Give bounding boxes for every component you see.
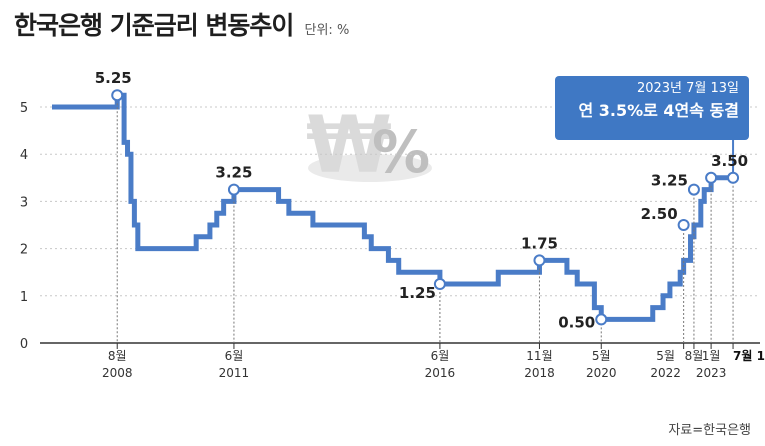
point-marker bbox=[687, 183, 700, 196]
x-date-label: 1월 bbox=[702, 349, 721, 363]
x-year-label: 2020 bbox=[586, 366, 617, 380]
callout-text: 연 3.5%로 4연속 동결 bbox=[578, 101, 739, 120]
point-marker bbox=[705, 171, 718, 184]
x-date-label: 5월 bbox=[592, 349, 611, 363]
x-year-label: 2018 bbox=[524, 366, 555, 380]
x-year-label: 2011 bbox=[219, 366, 250, 380]
point-marker bbox=[111, 89, 124, 102]
callout-box: 2023년 7월 13일 연 3.5%로 4연속 동결 bbox=[555, 76, 749, 140]
y-tick-label: 3 bbox=[20, 195, 28, 210]
x-date-label: 6월 bbox=[431, 349, 450, 363]
point-marker bbox=[433, 278, 446, 290]
svg-text:₩: ₩ bbox=[306, 101, 392, 191]
x-date-label: 5월 bbox=[656, 349, 675, 363]
x-date-label: 8월 bbox=[108, 349, 127, 363]
x-year-label: 2016 bbox=[425, 366, 456, 380]
value-label: 0.50 bbox=[558, 313, 595, 331]
x-year-label: 2023 bbox=[696, 366, 727, 380]
y-tick-label: 0 bbox=[20, 337, 28, 352]
x-date-label: 11월 bbox=[526, 349, 552, 363]
chart-title: 한국은행 기준금리 변동추이 bbox=[14, 11, 294, 40]
won-percent-illustration: ₩ % bbox=[306, 101, 432, 191]
unit-label: 단위: % bbox=[304, 23, 350, 38]
x-date-label: 6월 bbox=[225, 349, 244, 363]
y-tick-label: 1 bbox=[20, 290, 28, 305]
x-year-label: 2022 bbox=[650, 366, 681, 380]
value-label: 5.25 bbox=[95, 69, 132, 87]
value-label: 1.75 bbox=[521, 234, 558, 252]
point-marker bbox=[677, 219, 690, 231]
x-date-label: 8월 bbox=[685, 349, 704, 363]
point-marker bbox=[533, 254, 546, 267]
chart-title-group: 한국은행 기준금리 변동추이 단위: % bbox=[14, 6, 349, 42]
point-marker bbox=[595, 313, 608, 326]
point-marker bbox=[727, 171, 740, 184]
source-note: 자료=한국은행 bbox=[668, 423, 751, 438]
value-label: 1.25 bbox=[399, 284, 436, 302]
value-label: 2.50 bbox=[641, 205, 678, 223]
y-tick-label: 5 bbox=[20, 101, 28, 116]
point-marker bbox=[227, 183, 240, 196]
callout-date: 2023년 7월 13일 bbox=[636, 81, 739, 96]
value-label: 3.25 bbox=[215, 164, 252, 182]
y-tick-label: 4 bbox=[20, 148, 28, 163]
x-year-label: 2008 bbox=[102, 366, 133, 380]
value-label: 3.50 bbox=[711, 152, 748, 170]
value-label: 3.25 bbox=[651, 172, 688, 190]
svg-text:%: % bbox=[372, 118, 430, 186]
y-tick-label: 2 bbox=[20, 243, 28, 258]
x-date-label: 7월 13일 bbox=[733, 348, 765, 363]
